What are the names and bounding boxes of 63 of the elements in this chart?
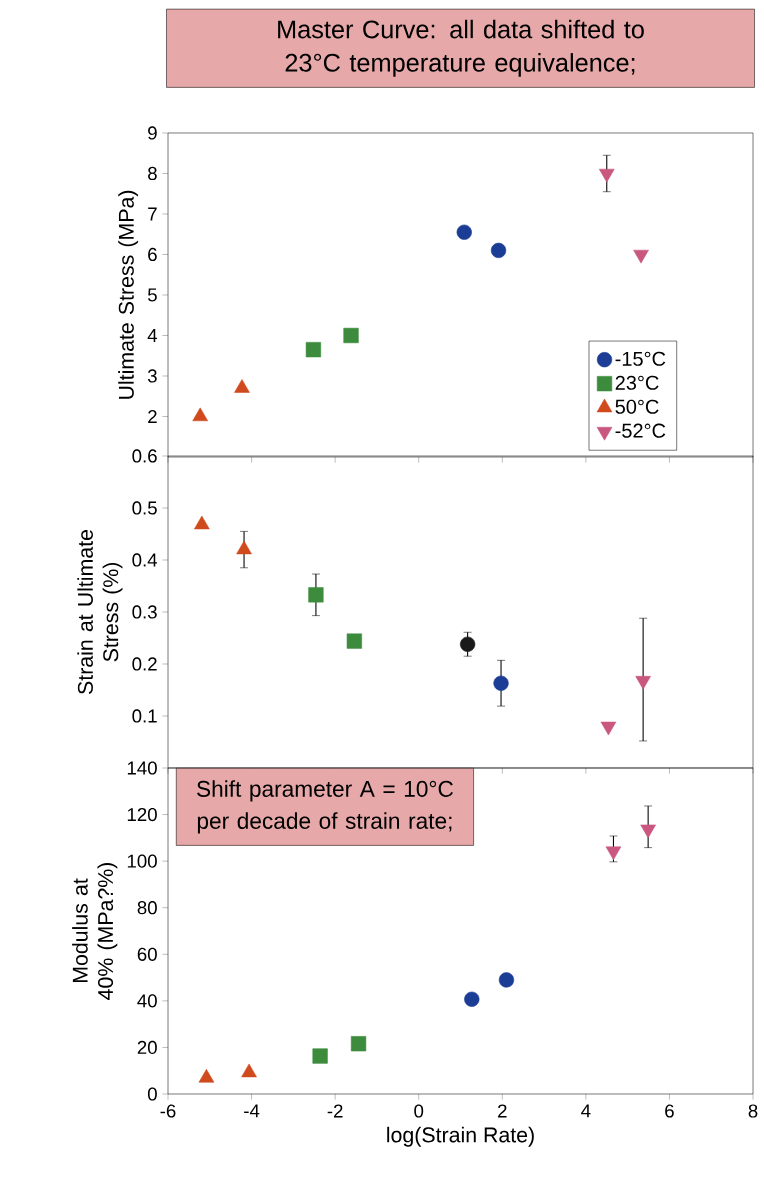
point xyxy=(600,721,617,736)
y-tick-label: 0.2 xyxy=(132,657,157,671)
y-axis-title: Modulus at 40% (MPa?%) xyxy=(72,863,118,1000)
point xyxy=(236,540,252,555)
y-tick-label: 9 xyxy=(148,126,157,140)
point xyxy=(308,587,324,603)
y-tick-label: 4 xyxy=(147,329,158,342)
y-axis-title: Ultimate Stress (MPa) xyxy=(118,190,139,399)
point xyxy=(460,636,476,652)
x-tick-label: 6 xyxy=(665,1104,674,1118)
point xyxy=(464,991,480,1007)
y-axis-title: Strain at Ultimate Stress (%) xyxy=(77,529,123,695)
point xyxy=(633,249,649,264)
point xyxy=(493,675,509,691)
point xyxy=(198,1069,215,1083)
y-tick-label: 140 xyxy=(127,761,157,775)
y-tick-label: 40 xyxy=(137,994,157,1008)
y-tick-label: 5 xyxy=(147,288,157,302)
y-tick-label: 60 xyxy=(137,947,157,961)
annotation: Shift parameter A = 10°C per decade of strain rate; xyxy=(197,780,453,834)
point xyxy=(598,168,615,183)
legend-label: -15°C xyxy=(615,351,666,366)
y-tick-label: 8 xyxy=(148,166,157,181)
y-tick-label: 120 xyxy=(127,807,157,822)
point xyxy=(194,515,210,530)
x-tick-label: 4 xyxy=(581,1104,591,1118)
y-tick-label: 80 xyxy=(137,901,157,915)
legend-label: -52°C xyxy=(615,423,666,438)
point xyxy=(343,327,359,344)
point xyxy=(305,342,322,358)
x-tick-label: 0 xyxy=(414,1104,424,1118)
y-tick-label: 0.4 xyxy=(132,553,158,567)
legend-label: 50°C xyxy=(615,399,659,414)
point xyxy=(498,972,515,988)
point xyxy=(241,1063,257,1078)
y-tick-label: 0 xyxy=(147,1087,157,1101)
x-axis-title: log(Strain Rate) xyxy=(387,1126,534,1147)
point xyxy=(312,1048,328,1064)
y-tick-label: 100 xyxy=(127,854,157,868)
point xyxy=(490,242,507,259)
chart-title: Master Curve: all data shifted to 23°C temperature equivalence; xyxy=(278,19,644,77)
point xyxy=(234,379,250,393)
point xyxy=(635,676,651,690)
x-tick-label: -6 xyxy=(160,1104,176,1118)
y-tick-label: 7 xyxy=(148,207,157,221)
x-tick-label: -2 xyxy=(327,1104,343,1118)
x-tick-label: -4 xyxy=(244,1104,260,1118)
legend-label: 23°C xyxy=(615,375,659,390)
y-tick-label: 0.5 xyxy=(132,501,157,515)
point xyxy=(350,1036,367,1052)
point xyxy=(640,824,656,839)
y-tick-label: 2 xyxy=(148,409,157,424)
x-tick-label: 2 xyxy=(498,1104,507,1118)
y-tick-label: 3 xyxy=(147,369,157,383)
y-tick-label: 0.3 xyxy=(132,605,157,619)
point xyxy=(192,407,208,422)
y-tick-label: 0.1 xyxy=(132,709,157,723)
y-tick-label: 6 xyxy=(148,247,157,262)
point xyxy=(346,633,362,649)
y-tick-label: 20 xyxy=(137,1040,157,1055)
y-tick-label: 0.6 xyxy=(132,449,157,463)
point xyxy=(456,224,472,240)
x-tick-label: 8 xyxy=(748,1104,758,1118)
